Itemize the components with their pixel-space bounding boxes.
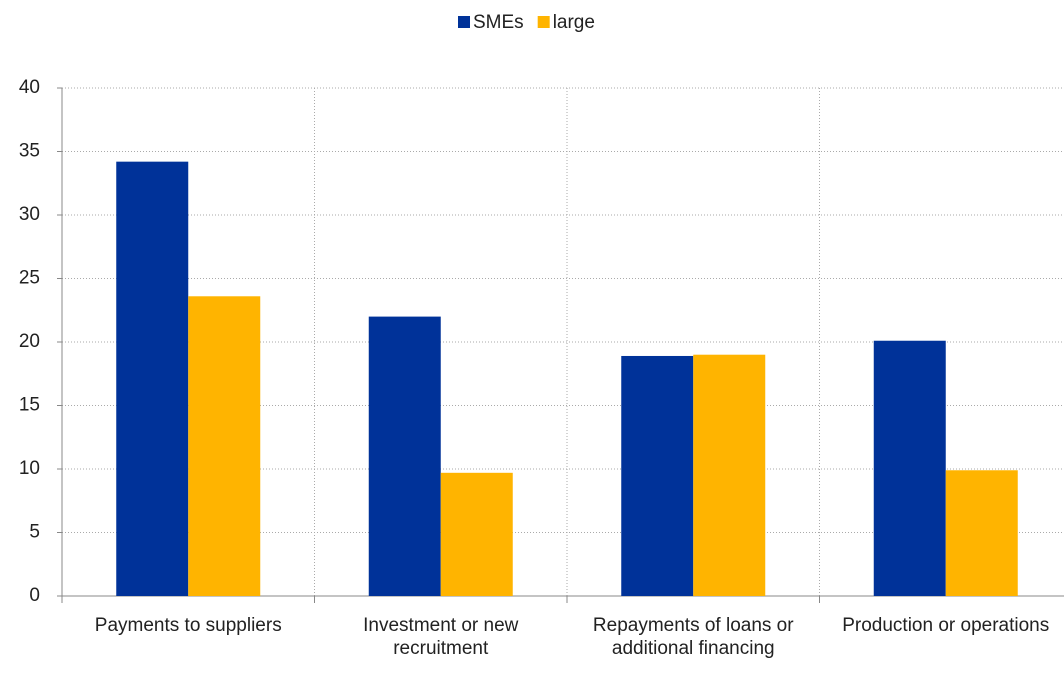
y-tick-label: 0 [29, 585, 40, 606]
bar [368, 316, 441, 596]
bar [873, 340, 946, 596]
x-tick-label: Investment or new recruitment [363, 615, 519, 659]
bar [188, 296, 261, 596]
x-tick-label: Payments to suppliers [94, 615, 282, 636]
y-tick-label: 5 [29, 522, 40, 543]
x-tick-label: Production or operations [842, 615, 1050, 636]
y-tick-label: 40 [19, 77, 40, 98]
legend-swatch [537, 16, 550, 28]
y-tick-label: 15 [19, 395, 40, 416]
x-tick-label: Repayments of loans or additional financ… [592, 615, 794, 659]
legend-label: SMEs [473, 12, 524, 33]
y-tick-label: 10 [19, 458, 40, 479]
y-tick-label: 25 [19, 268, 40, 289]
bar [440, 472, 513, 596]
y-tick-label: 30 [19, 204, 40, 225]
y-tick-label: 35 [19, 141, 40, 162]
bar [693, 354, 766, 596]
bar [945, 470, 1018, 596]
bar [116, 161, 189, 596]
legend-label: large [553, 12, 595, 33]
legend-swatch [458, 16, 470, 28]
y-tick-label: 20 [19, 331, 40, 352]
bar [621, 355, 694, 596]
